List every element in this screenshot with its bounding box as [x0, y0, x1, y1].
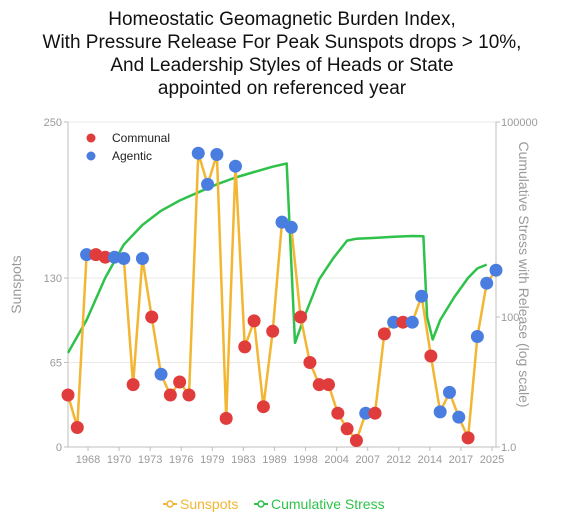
left-tick-label: 130: [44, 273, 62, 285]
legend-series-label-0: Sunspots: [180, 496, 238, 512]
legend-label-communal: Communal: [112, 131, 170, 145]
sunspot-point-agentic: [489, 263, 503, 277]
sunspot-point-agentic: [80, 248, 94, 262]
sunspot-point-communal: [396, 315, 410, 329]
sunspot-point-agentic: [228, 159, 242, 173]
axis-labels: 0 65 130 250 1.0 100 100000 1968 1970 1973 1976 197…: [8, 117, 538, 466]
legend-dot-communal: [86, 133, 96, 143]
series-legend: Sunspots Cumulative Stress: [163, 496, 385, 512]
left-axis-title: Sunspots: [8, 255, 24, 313]
x-tick-label: 2007: [355, 454, 379, 466]
right-tick-label: 100: [501, 312, 519, 324]
title-line-3: And Leadership Styles of Heads or State: [110, 55, 454, 76]
sunspot-point-communal: [70, 421, 84, 434]
x-tick-label: 1970: [107, 454, 131, 466]
right-tick-label: 1.0: [501, 442, 516, 454]
sunspot-point-agentic: [470, 330, 484, 343]
sunspot-point-agentic: [191, 146, 205, 160]
x-tick-label: 1979: [200, 454, 224, 466]
x-tick-label: 2017: [449, 454, 473, 466]
sunspot-point-communal: [312, 378, 326, 392]
sunspot-point-communal: [349, 434, 363, 447]
sunspot-point-agentic: [154, 367, 168, 381]
sunspot-point-communal: [182, 388, 196, 402]
sunspot-point-communal: [368, 406, 382, 420]
sunspot-point-communal: [461, 431, 475, 445]
sunspot-point-communal: [163, 388, 177, 402]
left-tick-label: 65: [50, 358, 62, 370]
sunspot-point-communal: [145, 310, 159, 324]
left-tick-label: 250: [44, 117, 62, 129]
chart-title: Homeostatic Geomagnetic Burden Index, Wi…: [0, 8, 564, 100]
x-tick-label: 1998: [293, 454, 317, 466]
sunspot-point-communal: [331, 406, 345, 420]
right-tick-label: 100000: [501, 117, 538, 129]
leadership-legend: Communal Agentic: [86, 131, 170, 163]
x-tick-label: 2014: [418, 454, 442, 466]
x-tick-label: 2004: [324, 454, 348, 466]
sunspot-point-communal: [424, 349, 438, 363]
sunspot-point-communal: [98, 250, 112, 264]
title-line-1: Homeostatic Geomagnetic Burden Index,: [108, 9, 456, 30]
x-tick-label: 1973: [138, 454, 162, 466]
legend-marker-1: [257, 500, 265, 508]
sunspot-point-agentic: [284, 220, 298, 234]
sunspots-line: [66, 151, 498, 442]
sunspots-layer: [61, 146, 503, 447]
sunspot-point-communal: [219, 411, 233, 425]
legend-series-label-1: Cumulative Stress: [271, 496, 385, 512]
cumulative-stress-layer: [66, 162, 488, 354]
sunspot-point-agentic: [387, 315, 401, 329]
sunspot-point-communal: [126, 378, 140, 392]
sunspot-point-communal: [173, 375, 187, 389]
x-tick-label: 2025: [480, 454, 504, 466]
left-tick-label: 0: [56, 442, 62, 454]
sunspot-point-communal: [61, 388, 75, 402]
x-tick-label: 2012: [387, 454, 411, 466]
sunspot-point-agentic: [359, 406, 373, 420]
sunspot-point-communal: [303, 356, 317, 369]
sunspot-point-communal: [238, 340, 252, 354]
legend-label-agentic: Agentic: [112, 149, 152, 163]
x-tick-label: 1968: [76, 454, 100, 466]
sunspot-point-agentic: [452, 410, 466, 424]
sunspot-point-communal: [340, 422, 354, 436]
sunspot-point-agentic: [405, 315, 419, 329]
sunspot-point-agentic: [117, 252, 131, 265]
legend-marker-0: [166, 500, 174, 508]
sunspot-point-agentic: [135, 252, 149, 265]
right-axis-title: Cumulative Stress with Release (log scal…: [516, 141, 532, 407]
sunspot-point-agentic: [480, 276, 494, 290]
sunspot-point-agentic: [442, 385, 456, 399]
sunspot-point-communal: [377, 327, 391, 341]
sunspot-point-communal: [322, 378, 336, 392]
x-tick-label: 1989: [262, 454, 286, 466]
title-line-4: appointed on referenced year: [157, 78, 407, 99]
sunspot-point-agentic: [433, 405, 447, 419]
sunspot-point-communal: [266, 324, 280, 338]
sunspot-point-communal: [294, 310, 308, 324]
axes: [67, 121, 497, 448]
legend-dot-agentic: [86, 151, 96, 161]
cumulative-stress-line: [66, 162, 488, 354]
x-tick-label: 1976: [169, 454, 193, 466]
sunspot-point-communal: [256, 400, 270, 414]
sunspot-point-communal: [247, 314, 261, 328]
sunspot-point-agentic: [415, 289, 429, 303]
sunspot-point-agentic: [210, 148, 224, 161]
x-tick-label: 1983: [231, 454, 255, 466]
sunspot-point-agentic: [201, 177, 215, 191]
title-line-2: With Pressure Release For Peak Sunspots …: [42, 32, 522, 53]
